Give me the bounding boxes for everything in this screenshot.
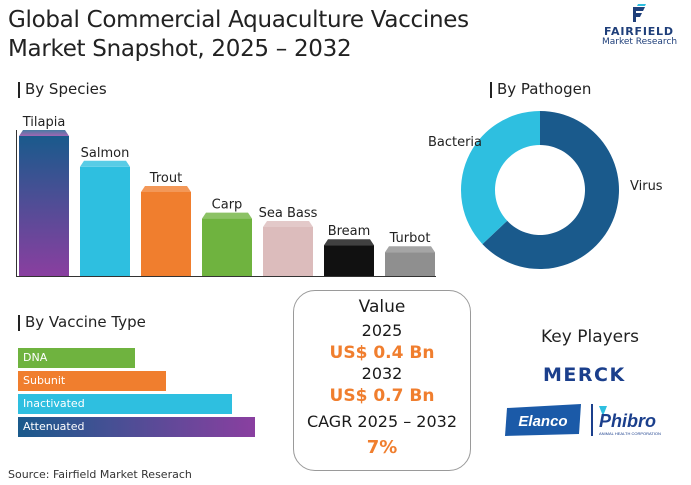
species-label: Trout <box>149 171 182 186</box>
pathogen-label: Bacteria <box>428 135 482 150</box>
species-bar-trout <box>141 192 191 276</box>
section-marker <box>18 81 20 98</box>
species-label: Bream <box>328 224 371 239</box>
species-bar-cap <box>19 130 69 136</box>
value-year-2032: 2032 <box>361 364 403 383</box>
species-bar-bream <box>324 245 374 276</box>
elanco-logo-text: Elanco <box>518 413 567 430</box>
species-bar-tilapia <box>19 136 69 276</box>
species-bar-cap <box>385 246 435 253</box>
phibro-logo: Phibro ANIMAL HEALTH CORPORATION <box>591 404 661 436</box>
elanco-logo: Elanco <box>505 404 581 436</box>
cagr-label: CAGR 2025 – 2032 <box>306 412 458 431</box>
logo-name: FAIRFIELD <box>604 25 674 38</box>
species-label: Turbot <box>389 231 431 246</box>
vaccine-type-section-title: By Vaccine Type <box>18 313 146 331</box>
species-bar-cap <box>141 186 191 192</box>
value-summary-box: Value 2025 US$ 0.4 Bn 2032 US$ 0.7 Bn CA… <box>293 290 471 471</box>
value-heading: Value <box>358 297 406 317</box>
fairfield-logo: FAIRFIELD Market Research <box>596 4 686 48</box>
pathogen-title-text: By Pathogen <box>497 80 592 98</box>
species-label: Carp <box>212 198 243 213</box>
merck-logo: MERCK <box>543 364 626 386</box>
species-title-text: By Species <box>25 80 107 98</box>
title-line-1: Global Commercial Aquaculture Vaccines <box>8 7 469 33</box>
section-marker <box>18 314 20 331</box>
species-label: Tilapia <box>22 115 66 130</box>
logo-subtitle: Market Research <box>602 37 678 47</box>
pathogen-donut-chart: Virus Bacteria <box>428 111 663 269</box>
vaccine-bar-attenuated: Attenuated <box>18 417 255 437</box>
value-2025: US$ 0.4 Bn <box>329 343 435 363</box>
phibro-logo-subtext: ANIMAL HEALTH CORPORATION <box>599 431 661 436</box>
species-label: Sea Bass <box>259 206 318 221</box>
value-year-2025: 2025 <box>361 321 403 340</box>
species-bar-cap <box>80 160 130 167</box>
species-bar-cap <box>324 239 374 246</box>
key-players-title: Key Players <box>541 327 639 347</box>
species-section-title: By Species <box>18 80 107 98</box>
species-bar-salmon <box>80 166 130 276</box>
vaccine-type-title-text: By Vaccine Type <box>25 313 146 331</box>
species-bar-turbot <box>385 252 435 276</box>
source-note: Source: Fairfield Market Reserach <box>8 468 192 481</box>
pathogen-slice-bacteria <box>461 111 540 245</box>
species-bar-chart: Tilapia Salmon Trout Carp Sea Bass Bream Turbo… <box>16 115 436 277</box>
value-2032: US$ 0.7 Bn <box>329 386 435 406</box>
vaccine-bar-dna: DNA <box>18 348 135 368</box>
species-bar-sea-bass <box>263 227 313 276</box>
pathogen-label: Virus <box>630 179 663 194</box>
pathogen-section-title: By Pathogen <box>490 80 591 98</box>
pathogen-slice-virus <box>482 111 619 269</box>
vaccine-bar-subunit: Subunit <box>18 371 166 391</box>
species-bar-cap <box>263 221 313 227</box>
species-bar-carp <box>202 218 252 276</box>
vaccine-bar-inactivated: Inactivated <box>18 394 232 414</box>
section-marker <box>490 81 492 98</box>
cagr-value: 7% <box>366 437 398 458</box>
title-line-2: Market Snapshot, 2025 – 2032 <box>8 36 352 62</box>
species-bar-cap <box>202 212 252 219</box>
fairfield-logo-icon <box>633 4 646 22</box>
phibro-logo-text: Phibro <box>599 411 656 431</box>
page-title: Global Commercial Aquaculture Vaccines M… <box>8 6 469 64</box>
species-label: Salmon <box>81 146 130 161</box>
